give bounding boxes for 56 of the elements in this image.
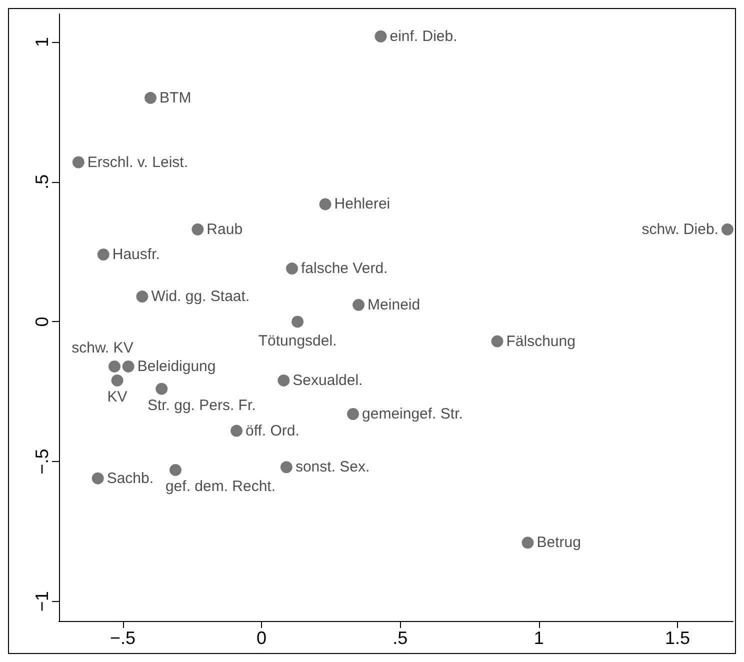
series-label: Hausfr.: [112, 246, 160, 264]
series-label: Meineid: [368, 296, 420, 314]
y-tick-label: .5: [32, 174, 52, 190]
series-label: Tötungsdel.: [258, 332, 337, 350]
x-tick-label: 0: [256, 628, 266, 648]
series-label: einf. Dieb.: [390, 28, 458, 45]
series-label: schw. KV: [72, 339, 134, 356]
series-label: Erschl. v. Leist.: [87, 154, 188, 171]
point: [97, 248, 110, 261]
series-label: KV: [107, 388, 128, 406]
point: [352, 298, 365, 311]
series-label: gef. dem. Recht.: [165, 478, 276, 495]
series-label: öff. Ord.: [246, 422, 300, 440]
series-label: Sachb.: [106, 470, 154, 487]
point: [286, 262, 298, 275]
x-tick-label: 1.5: [665, 628, 690, 648]
point: [192, 223, 204, 236]
point: [278, 374, 290, 386]
series-label: Raub: [206, 220, 243, 238]
point: [92, 472, 104, 484]
series-label: Fälschung: [506, 332, 576, 350]
point: [136, 290, 148, 303]
point: [230, 424, 243, 437]
y-tick-label: 0: [32, 316, 52, 327]
point: [319, 198, 332, 210]
point: [347, 408, 360, 420]
series-label: Beleidigung: [137, 358, 216, 375]
point: [292, 316, 304, 328]
series-label: BTM: [160, 89, 192, 106]
point: [122, 360, 134, 372]
y-tick-label: −.5: [32, 448, 52, 474]
series-label: Str. gg. Pers. Fr.: [147, 396, 256, 414]
point: [491, 335, 504, 348]
series-label: Wid. gg. Staat.: [151, 288, 250, 306]
y-tick-label: 1: [32, 36, 52, 47]
point: [156, 382, 168, 395]
x-tick-label: .5: [392, 628, 408, 648]
series-label: schw. Dieb.: [642, 220, 718, 238]
point: [72, 156, 84, 168]
point: [108, 360, 120, 372]
x-tick-label: 1: [534, 628, 544, 648]
series-label: Hehlerei: [334, 196, 390, 213]
point: [522, 536, 534, 549]
point: [374, 30, 387, 42]
point: [144, 92, 157, 104]
series-label: sonst. Sex.: [295, 458, 370, 476]
point: [170, 464, 182, 476]
series-label: Sexualdel.: [292, 372, 363, 389]
series-label: Betrug: [536, 534, 581, 552]
point: [280, 461, 292, 474]
series-label: falsche Verd.: [300, 260, 388, 278]
point: [111, 374, 124, 386]
y-tick-label: −1: [32, 591, 52, 612]
point: [721, 223, 734, 236]
x-tick-label: −.5: [110, 628, 136, 648]
series-label: gemeingef. Str.: [362, 406, 463, 423]
